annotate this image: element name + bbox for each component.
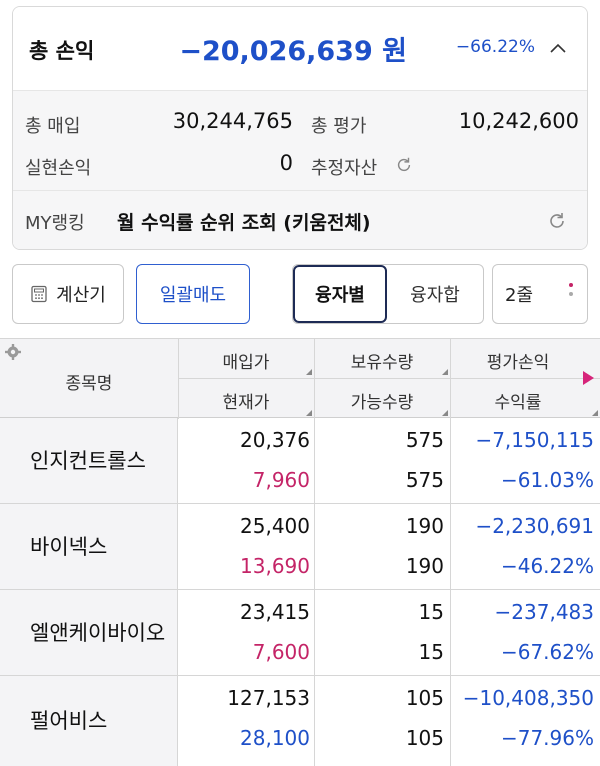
ranking-label: MY랭킹 xyxy=(25,213,85,234)
buy-price: 20,376 xyxy=(240,428,310,452)
sort-corner-icon xyxy=(442,410,448,416)
divider xyxy=(314,590,315,676)
eval-value: 10,242,600 xyxy=(458,109,579,133)
ranking-row[interactable]: MY랭킹 월 수익률 순위 조회 (키움전체) xyxy=(13,191,587,249)
line-mode-label: 2줄 xyxy=(505,285,534,306)
divider xyxy=(450,590,451,676)
return-rate: −61.03% xyxy=(500,468,594,492)
sort-corner-icon xyxy=(306,369,312,375)
calculator-icon xyxy=(31,285,47,303)
current-price: 7,600 xyxy=(252,640,310,664)
total-pl-pct: −66.22% xyxy=(455,37,535,57)
return-rate: −67.62% xyxy=(500,640,594,664)
line-mode-select[interactable]: 2줄 xyxy=(492,264,588,324)
eval-pl: −2,230,691 xyxy=(475,514,594,538)
current-price: 7,960 xyxy=(252,468,310,492)
current-price: 13,690 xyxy=(240,554,310,578)
bulk-sell-label: 일괄매도 xyxy=(159,285,227,306)
divider xyxy=(314,676,315,766)
tab-by-loan[interactable]: 융자별 xyxy=(293,265,387,323)
table-row[interactable]: 엘앤케이바이오 23,415 7,600 15 15 −237,483 −67.… xyxy=(0,590,600,676)
total-pl-label: 총 손익 xyxy=(29,39,95,63)
play-arrow-icon[interactable] xyxy=(583,371,594,385)
header-return-rate[interactable]: 수익률 xyxy=(494,393,542,413)
calculator-button[interactable]: 계산기 xyxy=(12,264,124,324)
hold-qty: 575 xyxy=(405,428,444,452)
stock-name[interactable]: 바이넥스 xyxy=(0,504,178,589)
table-row[interactable]: 펄어비스 127,153 28,100 105 105 −10,408,350 … xyxy=(0,676,600,766)
eval-pl: −10,408,350 xyxy=(462,686,594,710)
buy-price: 25,400 xyxy=(240,514,310,538)
header-avail-qty[interactable]: 가능수량 xyxy=(350,393,414,413)
total-pl-amount: −20,026,639 원 xyxy=(179,36,407,67)
avail-qty: 575 xyxy=(405,468,444,492)
divider xyxy=(450,418,451,504)
gear-icon[interactable] xyxy=(4,343,22,361)
return-rate: −46.22% xyxy=(500,554,594,578)
loan-view-toggle: 융자별 융자합 xyxy=(292,264,484,324)
buy-price: 23,415 xyxy=(240,600,310,624)
divider xyxy=(450,339,451,419)
eval-label: 총 평가 xyxy=(311,116,367,137)
profit-summary-card: 총 손익 −20,026,639 원 −66.22% 총 매입 30,244,7… xyxy=(12,6,588,250)
holdings-table-header: 종목명 매입가 현재가 보유수량 가능수량 평가손익 수익률 xyxy=(0,338,600,419)
tab-loan-sum[interactable]: 융자합 xyxy=(410,285,460,306)
divider xyxy=(314,339,315,419)
header-cur-price[interactable]: 현재가 xyxy=(222,393,270,413)
sort-corner-icon xyxy=(306,410,312,416)
eval-pl: −237,483 xyxy=(494,600,594,624)
table-row[interactable]: 바이넥스 25,400 13,690 190 190 −2,230,691 −4… xyxy=(0,504,600,590)
stock-name[interactable]: 엘앤케이바이오 xyxy=(0,590,178,675)
purchase-label: 총 매입 xyxy=(25,116,81,137)
buy-price: 127,153 xyxy=(227,686,310,710)
more-dots-icon xyxy=(569,283,573,296)
hold-qty: 190 xyxy=(405,514,444,538)
summary-details: 총 매입 30,244,765 총 평가 10,242,600 실현손익 0 추… xyxy=(13,91,587,191)
bulk-sell-button[interactable]: 일괄매도 xyxy=(136,264,250,324)
sort-corner-icon xyxy=(592,410,598,416)
current-price: 28,100 xyxy=(240,726,310,750)
stock-name[interactable]: 펄어비스 xyxy=(0,676,178,766)
divider xyxy=(450,676,451,766)
realized-value: 0 xyxy=(279,151,293,175)
divider xyxy=(314,504,315,590)
avail-qty: 105 xyxy=(405,726,444,750)
realized-label: 실현손익 xyxy=(25,158,92,179)
chevron-up-icon[interactable] xyxy=(547,37,569,59)
divider xyxy=(178,339,179,419)
calculator-label: 계산기 xyxy=(56,285,106,306)
stock-name[interactable]: 인지컨트롤스 xyxy=(0,418,178,503)
avail-qty: 15 xyxy=(418,640,444,664)
est-assets-label: 추정자산 xyxy=(311,158,378,179)
header-eval-pl[interactable]: 평가손익 xyxy=(486,353,550,373)
sort-corner-icon xyxy=(442,369,448,375)
hold-qty: 15 xyxy=(418,600,444,624)
avail-qty: 190 xyxy=(405,554,444,578)
divider xyxy=(179,378,600,379)
purchase-value: 30,244,765 xyxy=(172,109,293,133)
refresh-icon[interactable] xyxy=(547,211,567,231)
header-name[interactable]: 종목명 xyxy=(65,374,113,394)
header-hold-qty[interactable]: 보유수량 xyxy=(350,353,414,373)
divider xyxy=(450,504,451,590)
table-row[interactable]: 인지컨트롤스 20,376 7,960 575 575 −7,150,115 −… xyxy=(0,418,600,504)
return-rate: −77.96% xyxy=(500,726,594,750)
header-buy-price[interactable]: 매입가 xyxy=(222,353,270,373)
refresh-icon[interactable] xyxy=(395,156,413,174)
hold-qty: 105 xyxy=(405,686,444,710)
ranking-text[interactable]: 월 수익률 순위 조회 (키움전체) xyxy=(117,212,371,234)
total-pl-header[interactable]: 총 손익 −20,026,639 원 −66.22% xyxy=(13,7,587,91)
eval-pl: −7,150,115 xyxy=(475,428,594,452)
divider xyxy=(314,418,315,504)
